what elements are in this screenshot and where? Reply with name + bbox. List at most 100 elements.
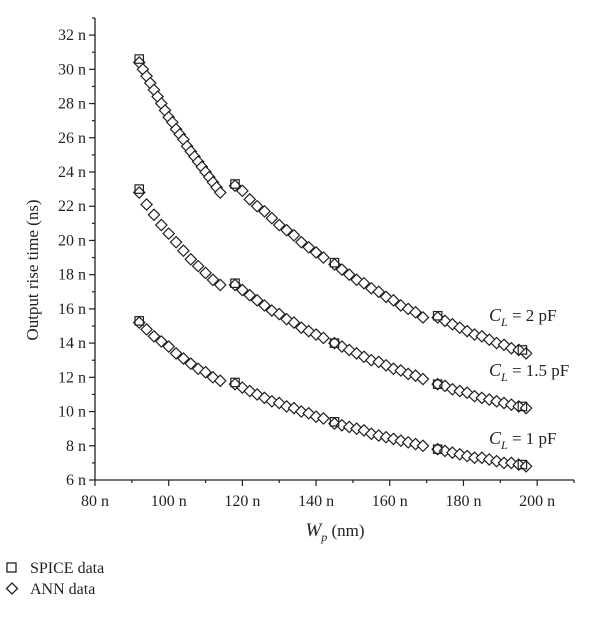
ann-data-point — [272, 218, 286, 232]
ann-data-point — [294, 321, 308, 335]
y-tick-label: 24 n — [58, 164, 86, 181]
curve-label-cl-1-5pf: CL = 1.5 pF — [489, 360, 569, 384]
spice-data-point — [134, 54, 145, 64]
ann-data-point — [154, 334, 168, 348]
ann-data-point — [409, 305, 423, 319]
curve-label-value: = 1.5 pF — [508, 361, 570, 380]
ann-data-point — [154, 218, 168, 232]
x-tick-label: 120 n — [224, 493, 260, 510]
ann-data-point — [387, 293, 400, 307]
ann-data-point — [213, 374, 227, 388]
ann-data-point — [342, 268, 356, 282]
spice-data-point — [432, 444, 443, 454]
y-tick-label: 22 n — [58, 198, 86, 215]
ann-data-point — [250, 387, 264, 401]
ann-data-point — [445, 317, 459, 331]
svg-text:CL = 1 pF: CL = 1 pF — [489, 428, 557, 452]
x-tick-label: 160 n — [372, 493, 408, 510]
ann-data-point — [199, 266, 212, 280]
x-tick-label: 140 n — [298, 493, 334, 510]
ann-data-point — [169, 235, 183, 249]
ann-data-point — [287, 228, 301, 242]
curve-label-var: C — [489, 360, 502, 380]
y-tick-label: 32 n — [58, 27, 86, 44]
ann-data-point — [316, 251, 330, 265]
spice-data-point — [230, 179, 240, 189]
ann-data-point — [272, 307, 286, 321]
curve-label-cl-2pf: CL = 2 pF — [489, 305, 557, 329]
y-tick-label: 10 n — [58, 404, 86, 421]
ann-data-point — [213, 278, 227, 292]
y-axis-title: Output rise time (ns) — [23, 199, 42, 340]
ann-data-point — [280, 399, 294, 413]
ann-data-point — [191, 259, 205, 273]
ann-data-point — [379, 358, 393, 372]
ann-data-point — [258, 204, 271, 218]
ann-data-point — [265, 394, 279, 408]
ann-data-point — [250, 293, 264, 307]
ann-data-point — [162, 340, 176, 353]
ann-data-point — [316, 411, 330, 425]
ann-data-point — [445, 446, 459, 460]
curve-label-cl-1pf: CL = 1 pF — [489, 428, 557, 452]
x-tick-label: 100 n — [151, 493, 187, 510]
ann-data-point — [401, 367, 415, 381]
y-tick-label: 16 n — [58, 301, 86, 318]
spice-data-point — [230, 278, 240, 289]
ann-data-point — [235, 283, 249, 297]
ann-data-point — [302, 324, 316, 338]
ann-data-point — [147, 329, 161, 343]
ann-data-point — [162, 227, 176, 241]
ann-data-point — [280, 312, 294, 326]
x-tick-label: 80 n — [81, 493, 109, 510]
spice-data-point — [517, 459, 528, 470]
ann-data-point — [475, 391, 489, 405]
ann-data-point — [401, 302, 415, 316]
legend-diamond-marker — [5, 582, 19, 595]
spice-data-point — [134, 316, 145, 326]
curve-label-sub: L — [500, 438, 508, 452]
ann-data-point — [409, 369, 423, 383]
ann-data-point — [184, 357, 198, 371]
spice-data-point — [432, 379, 443, 389]
spice-data-point — [517, 401, 528, 412]
spice-data-point — [432, 310, 443, 321]
y-tick-label: 14 n — [58, 335, 86, 352]
ann-data-point — [287, 316, 301, 330]
curve-label-var: C — [489, 428, 502, 448]
x-tick-label: 200 n — [519, 493, 555, 510]
y-tick-label: 28 n — [58, 96, 86, 113]
ann-data-point — [140, 198, 154, 211]
ann-data-point — [294, 405, 308, 419]
ann-data-point — [243, 288, 257, 302]
ann-data-point — [416, 439, 430, 453]
curve-label-sub: L — [500, 315, 508, 329]
ann-data-point — [394, 434, 408, 448]
ann-data-point — [490, 454, 504, 468]
spice-data-point — [329, 417, 340, 427]
y-tick-label: 26 n — [58, 130, 86, 147]
ann-data-point — [416, 372, 430, 386]
ann-data-point — [302, 240, 316, 254]
legend-label-spice: SPICE data — [30, 560, 104, 577]
ann-data-point — [199, 365, 212, 379]
ann-data-point — [140, 322, 154, 336]
ann-data-point — [372, 285, 386, 299]
ann-data-point — [176, 352, 190, 365]
spice-data-point — [329, 338, 340, 348]
y-tick-label: 6 n — [66, 472, 86, 489]
ann-data-point — [309, 245, 323, 259]
ann-data-point — [460, 449, 474, 463]
ann-data-point — [294, 235, 308, 249]
legend: SPICE data ANN data — [5, 560, 104, 598]
ann-data-point — [364, 427, 378, 441]
x-tick-label: 180 n — [445, 493, 481, 510]
ann-data-point — [490, 336, 504, 350]
ann-data-point — [490, 394, 504, 408]
ann-data-point — [169, 346, 183, 360]
ann-data-point — [350, 346, 364, 360]
ann-data-point — [250, 199, 264, 213]
ann-data-point — [206, 273, 220, 287]
spice-data-point — [134, 184, 145, 194]
